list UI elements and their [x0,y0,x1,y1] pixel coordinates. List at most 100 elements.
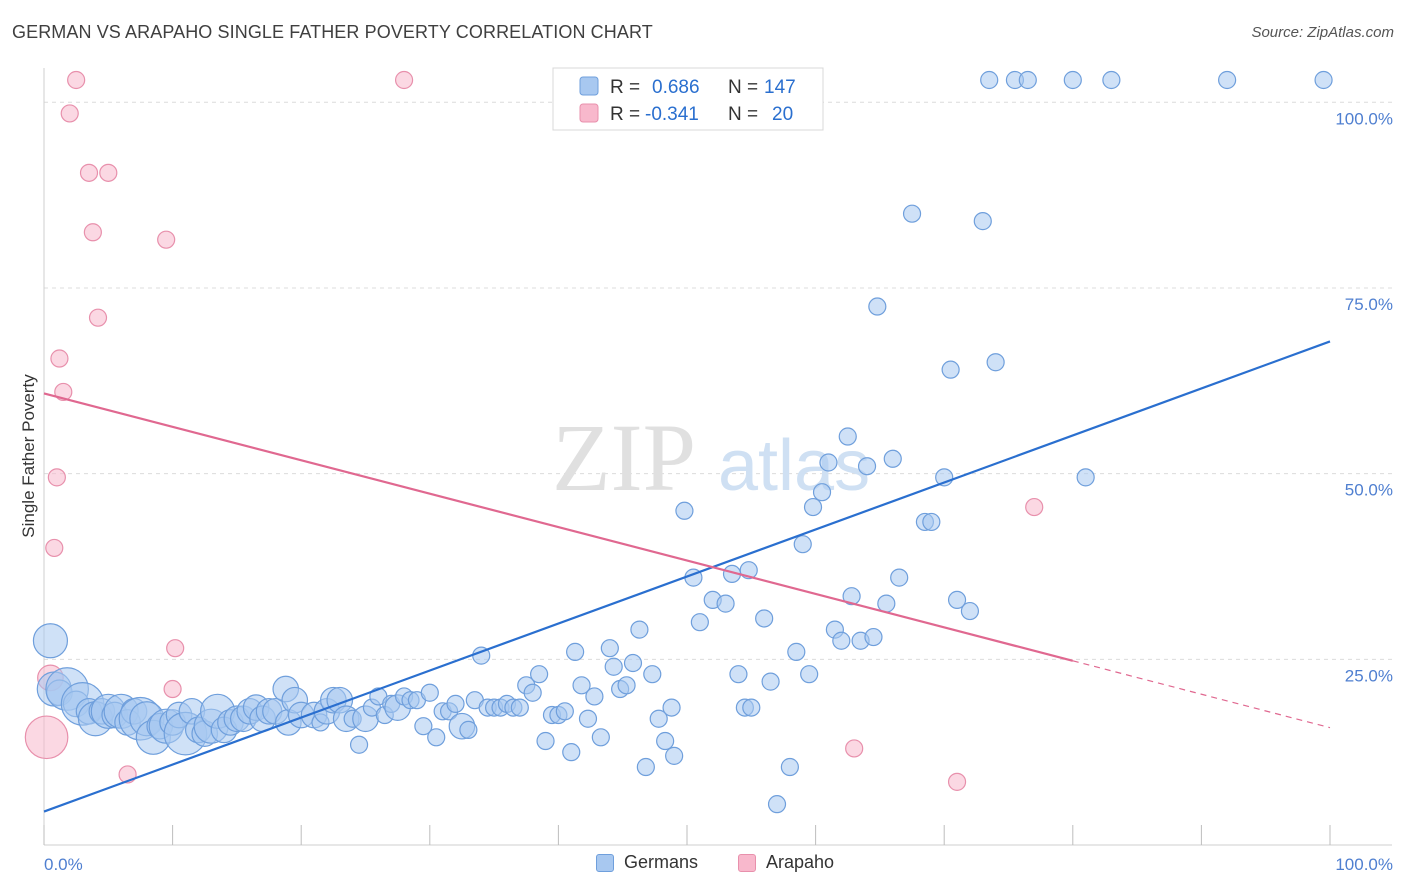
arapaho-point [88,308,108,327]
germans-point [427,728,446,747]
arapaho-legend-swatch [579,103,599,123]
germans-point [767,795,787,814]
germans-point [530,665,549,684]
germans-point [716,594,735,613]
germans-point [630,620,649,639]
arapaho-point [157,230,176,249]
arapaho-trend-extension [1072,660,1331,729]
arapaho-point [947,772,967,791]
germans-point [941,360,960,379]
germans-point [838,427,857,446]
germans-point [1018,70,1037,90]
germans-point [960,601,980,621]
arapaho-point [67,70,86,90]
y-tick-label: 75.0% [1345,295,1393,314]
germans-point [675,501,694,520]
germans-point [459,720,478,739]
germans-point [617,676,636,695]
germans-point [729,665,748,684]
germans-point [787,642,806,661]
germans-n-value: 147 [764,77,796,98]
germans-point [643,665,662,684]
germans-point [986,353,1005,372]
germans-r-label: R = [610,77,640,98]
source-label: Source: ZipAtlas.com [1251,24,1394,41]
germans-point [819,453,838,472]
arapaho-point [50,349,69,368]
x-tick-label: 0.0% [44,855,83,874]
germans-point [578,709,598,728]
germans-point [883,449,902,468]
arapaho-point [60,104,79,123]
germans-point [414,717,433,736]
germans-point [566,642,585,661]
x-tick-label: 100.0% [1335,855,1393,874]
arapaho-r-label: R = [610,104,640,125]
germans-points [32,70,1333,814]
arapaho-n-value: 20 [772,104,793,125]
legend-label-germans: Germans [624,852,699,872]
gridlines [44,101,1392,660]
germans-point [761,672,780,691]
tick-labels: 25.0% 50.0% 75.0% 100.0% 0.0% 100.0% [44,109,1393,874]
arapaho-point [166,639,185,658]
germans-point [690,613,709,632]
germans-point [510,698,529,717]
arapaho-r-value: -0.341 [645,104,699,125]
germans-point [446,694,465,713]
arapaho-point [99,163,118,182]
germans-point [420,683,439,702]
y-tick-label: 50.0% [1345,481,1393,500]
germans-point [800,665,819,684]
germans-point [812,483,832,502]
germans-point [922,512,941,532]
germans-point [973,212,992,231]
germans-swatch [596,853,614,872]
trend-lines [43,340,1331,813]
germans-point [523,683,542,702]
germans-point [1102,70,1121,90]
legend-item-germans[interactable]: Germans [596,852,698,873]
germans-point [832,631,851,650]
legend-label-arapaho: Arapaho [766,852,835,872]
germans-point [755,609,774,628]
arapaho-point [45,538,64,558]
germans-point [780,757,799,777]
y-tick-label: 25.0% [1345,666,1393,685]
germans-point [604,657,623,676]
arapaho-point [54,382,73,402]
germans-point [890,568,909,587]
germans-point [842,587,861,606]
germans-point [349,735,369,754]
germans-point [857,457,877,476]
arapaho-point [845,739,864,758]
germans-point [947,590,967,610]
germans-point [1218,70,1237,90]
germans-point [1076,468,1095,487]
arapaho-point [47,468,66,487]
germans-point [649,709,668,728]
arapaho-trend-line [43,392,1074,662]
germans-point [572,676,591,695]
germans-point [902,204,922,223]
arapaho-point [1025,497,1044,517]
germans-point [742,698,761,717]
arapaho-n-label: N = [728,104,758,125]
arapaho-point [24,715,69,760]
arapaho-point [79,163,99,182]
germans-point [877,594,896,613]
legend-item-arapaho[interactable]: Arapaho [738,852,834,873]
germans-point [793,535,812,554]
watermark-zip: ZIP [552,404,696,511]
germans-point [591,728,610,747]
germans-point [656,731,675,751]
y-axis-title: Single Father Poverty [19,374,38,538]
chart-title: GERMAN VS ARAPAHO SINGLE FATHER POVERTY … [12,22,653,42]
germans-point [1063,70,1082,90]
axes [43,68,1392,846]
germans-point [980,70,999,90]
germans-r-value: 0.686 [652,77,700,98]
germans-legend-swatch [579,76,599,96]
y-tick-label: 100.0% [1335,109,1393,128]
germans-point [600,639,619,658]
